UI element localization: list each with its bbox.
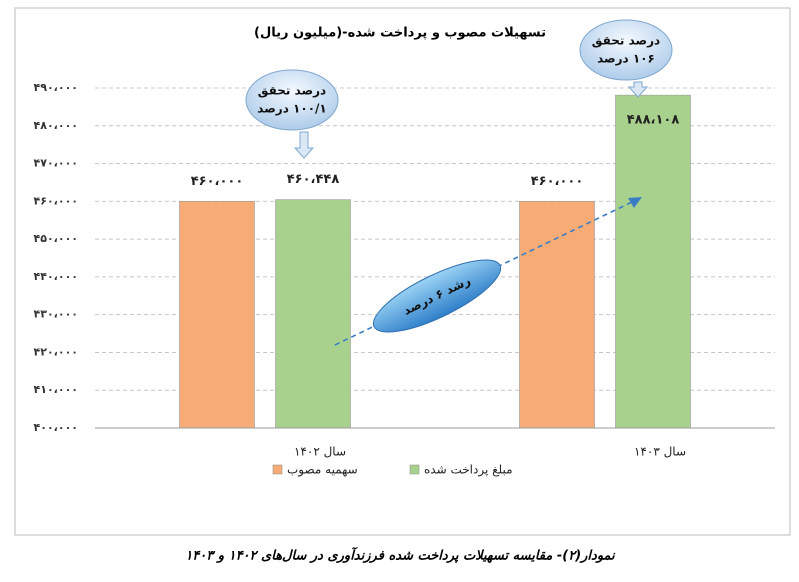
bar: [519, 201, 595, 429]
bar: [615, 94, 691, 429]
callout-bubble: [245, 69, 339, 131]
callout-text: ۱۰۶ درصد: [597, 52, 655, 66]
y-tick-label: ۴۶۰،۰۰۰: [34, 194, 78, 207]
y-tick-label: ۴۸۰،۰۰۰: [34, 119, 78, 132]
value-label: ۴۶۰،۴۴۸: [287, 172, 340, 187]
legend-label: مبلغ پرداخت شده: [424, 463, 513, 478]
legend-label: سهمیه مصوب: [287, 463, 358, 478]
x-tick-label: سال ۱۴۰۳: [634, 445, 686, 459]
y-tick-label: ۴۷۰،۰۰۰: [34, 157, 78, 170]
callout-text: درصد تحقق: [258, 84, 326, 98]
chart-title: تسهیلات مصوب و پرداخت شده-(میلیون ریال): [254, 26, 546, 41]
caption: نمودار(۲)- مقایسه تسهیلات پرداخت شده فرز…: [185, 547, 616, 564]
callout-arrow: [293, 131, 315, 159]
y-tick-label: ۴۱۰،۰۰۰: [34, 383, 78, 396]
bar: [179, 201, 255, 429]
y-tick-label: ۴۰۰،۰۰۰: [34, 421, 78, 434]
y-tick-label: ۴۲۰،۰۰۰: [34, 345, 78, 358]
legend-swatch: [409, 464, 420, 475]
callout-text: ۱۰۰/۱ درصد: [257, 102, 326, 116]
value-label: ۴۸۸،۱۰۸: [627, 113, 680, 128]
y-tick-label: ۴۵۰،۰۰۰: [34, 232, 78, 245]
legend-swatch: [272, 464, 283, 475]
growth-bubble: [372, 259, 502, 333]
value-label: ۴۶۰،۰۰۰: [191, 174, 244, 189]
y-tick-label: ۴۹۰،۰۰۰: [34, 81, 78, 94]
callout-bubble: [579, 19, 673, 81]
callout-text: درصد تحقق: [592, 34, 660, 48]
x-tick-label: سال ۱۴۰۲: [294, 445, 346, 459]
bar: [275, 199, 351, 429]
growth-arrowhead: [628, 197, 642, 208]
y-tick-label: ۴۴۰،۰۰۰: [34, 270, 78, 283]
y-tick-label: ۴۳۰،۰۰۰: [34, 308, 78, 321]
callout-arrow: [627, 81, 649, 98]
value-label: ۴۶۰،۰۰۰: [531, 174, 584, 189]
